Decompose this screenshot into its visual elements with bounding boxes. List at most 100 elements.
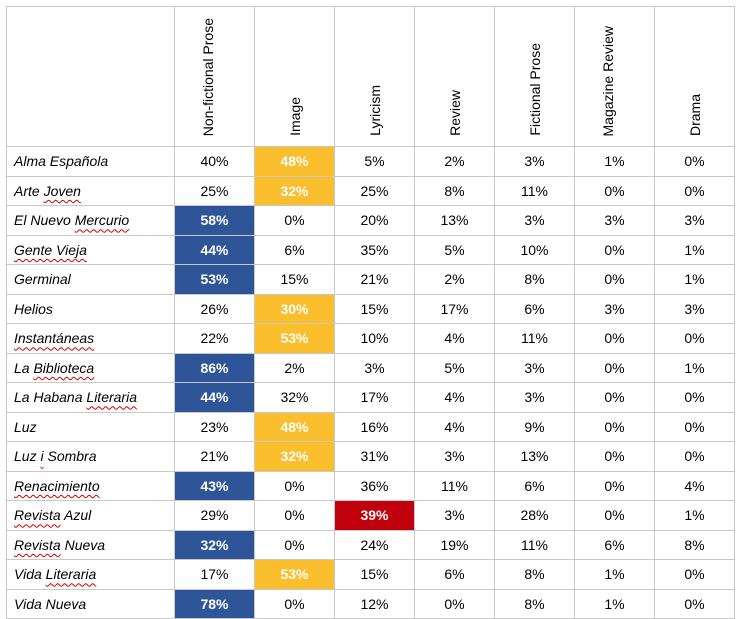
value-cell-non-fictional-prose: 23% [174,411,255,442]
column-header-text: Review [446,90,463,136]
column-header-label: Non-fictional Prose [200,18,229,136]
value-cell-review: 8% [414,175,495,206]
value-cell-lyricism: 10% [334,323,415,354]
value-cell-review: 2% [414,264,495,295]
value-cell-lyricism: 39% [334,500,415,531]
header-row: Non-fictional Prose Image Lyricism Review Fi… [6,6,735,147]
value-cell-image: 48% [254,146,335,177]
column-header-image: Image [254,6,335,147]
column-header-drama: Drama [654,6,735,147]
value-cell-lyricism: 15% [334,559,415,590]
value-cell-fictional-prose: 8% [494,588,575,619]
magazine-name-text: Joven [43,182,81,199]
column-header-text: Lyricism [366,85,383,136]
table-row: Luz i Sombra 21% 32% 31% 3% 13% 0% 0% [6,441,735,472]
value-cell-fictional-prose: 11% [494,323,575,354]
value-cell-drama: 1% [654,352,735,383]
column-header-label: Review [446,90,463,136]
value-cell-image: 53% [254,559,335,590]
value-cell-drama: 0% [654,411,735,442]
magazine-name-text: Instantáneas [14,330,95,347]
table-row: La Habana Literaria 44% 32% 17% 4% 3% 0% 0% [6,382,735,413]
value-cell-review: 13% [414,205,495,236]
column-header-label: Drama [686,93,703,136]
value-cell-lyricism: 31% [334,441,415,472]
value-cell-fictional-prose: 3% [494,352,575,383]
magazine-name-text: Renacimiento [14,477,100,494]
value-cell-lyricism: 24% [334,529,415,560]
value-cell-drama: 3% [654,205,735,236]
value-cell-review: 4% [414,323,495,354]
value-cell-magazine-review: 0% [574,234,655,265]
table-row: La Biblioteca 86% 2% 3% 5% 3% 0% 1% [6,352,735,383]
value-cell-magazine-review: 0% [574,382,655,413]
magazine-name-text: Literaria [45,566,97,583]
magazine-name-text: Vida Nueva [14,595,87,612]
table-row: Gente Vieja 44% 6% 35% 5% 10% 0% 1% [6,234,735,265]
column-header-label: Lyricism [366,85,383,136]
value-cell-magazine-review: 1% [574,146,655,177]
magazine-name-text: La [14,359,34,376]
table-row: Revista Azul 29% 0% 39% 3% 28% 0% 1% [6,500,735,531]
value-cell-image: 32% [254,382,335,413]
value-cell-drama: 0% [654,175,735,206]
magazine-name-cell: La Biblioteca [6,352,175,383]
magazine-name-text: Germinal [14,271,71,288]
value-cell-lyricism: 5% [334,146,415,177]
value-cell-review: 19% [414,529,495,560]
value-cell-non-fictional-prose: 26% [174,293,255,324]
value-cell-drama: 4% [654,470,735,501]
value-cell-review: 5% [414,234,495,265]
value-cell-lyricism: 16% [334,411,415,442]
column-header-label: Magazine Review [600,26,629,137]
value-cell-image: 32% [254,175,335,206]
magazine-name-text: Literaria [86,389,137,406]
value-cell-review: 17% [414,293,495,324]
magazine-name-text: Alma Española [14,153,109,170]
value-cell-non-fictional-prose: 53% [174,264,255,295]
value-cell-non-fictional-prose: 86% [174,352,255,383]
value-cell-image: 53% [254,323,335,354]
magazine-name-text: Arte [14,182,44,199]
value-cell-fictional-prose: 11% [494,175,575,206]
column-header-fictional-prose: Fictional Prose [494,6,575,147]
magazine-name-text: Revista [14,536,61,553]
value-cell-fictional-prose: 3% [494,205,575,236]
value-cell-fictional-prose: 13% [494,441,575,472]
magazine-name-cell: La Habana Literaria [6,382,175,413]
magazine-name-cell: Germinal [6,264,175,295]
value-cell-lyricism: 15% [334,293,415,324]
value-cell-non-fictional-prose: 43% [174,470,255,501]
value-cell-image: 0% [254,205,335,236]
magazine-name-cell: Gente Vieja [6,234,175,265]
column-header-text: Drama [686,93,703,136]
magazine-name-cell: El Nuevo Mercurio [6,205,175,236]
value-cell-non-fictional-prose: 44% [174,382,255,413]
value-cell-review: 2% [414,146,495,177]
magazine-name-cell: Renacimiento [6,470,175,501]
value-cell-magazine-review: 0% [574,264,655,295]
value-cell-image: 0% [254,470,335,501]
column-header-lyricism: Lyricism [334,6,415,147]
value-cell-lyricism: 21% [334,264,415,295]
column-header-label: Image [286,97,303,136]
value-cell-drama: 1% [654,234,735,265]
value-cell-review: 11% [414,470,495,501]
value-cell-magazine-review: 0% [574,470,655,501]
value-cell-drama: 0% [654,441,735,472]
column-header-text: Image [286,97,303,136]
value-cell-magazine-review: 0% [574,175,655,206]
value-cell-drama: 1% [654,500,735,531]
value-cell-drama: 1% [654,264,735,295]
magazine-name-text: Vida [14,566,46,583]
table-row: Instantáneas 22% 53% 10% 4% 11% 0% 0% [6,323,735,354]
table-row: Renacimiento 43% 0% 36% 11% 6% 0% 4% [6,470,735,501]
magazine-name-cell: Alma Española [6,146,175,177]
value-cell-drama: 0% [654,588,735,619]
magazine-name-cell: Instantáneas [6,323,175,354]
magazine-name-cell: Revista Nueva [6,529,175,560]
column-header-text: Fictional Prose [526,43,543,136]
magazine-name-cell: Vida Literaria [6,559,175,590]
value-cell-non-fictional-prose: 22% [174,323,255,354]
value-cell-magazine-review: 0% [574,411,655,442]
